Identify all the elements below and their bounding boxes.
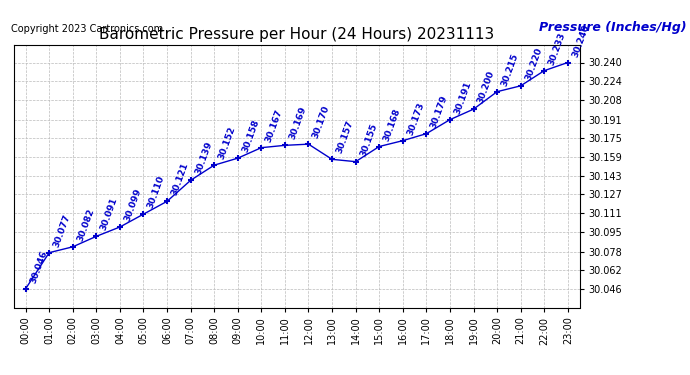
Text: 30.091: 30.091 [99, 196, 119, 232]
Text: 30.200: 30.200 [476, 70, 497, 105]
Text: 30.191: 30.191 [453, 80, 473, 116]
Text: 30.139: 30.139 [193, 141, 214, 176]
Text: 30.152: 30.152 [217, 126, 237, 161]
Text: 30.158: 30.158 [241, 118, 261, 154]
Text: 30.167: 30.167 [264, 108, 284, 144]
Text: 30.077: 30.077 [52, 213, 72, 249]
Text: 30.215: 30.215 [500, 52, 520, 87]
Text: 30.170: 30.170 [311, 105, 331, 140]
Title: Barometric Pressure per Hour (24 Hours) 20231113: Barometric Pressure per Hour (24 Hours) … [99, 27, 494, 42]
Text: Copyright 2023 Cartronics.com: Copyright 2023 Cartronics.com [11, 24, 163, 34]
Text: 30.099: 30.099 [123, 187, 143, 223]
Text: 30.046: 30.046 [28, 249, 48, 285]
Text: 30.121: 30.121 [170, 162, 190, 197]
Text: 30.168: 30.168 [382, 107, 402, 142]
Text: 30.155: 30.155 [358, 122, 379, 158]
Text: 30.169: 30.169 [288, 105, 308, 141]
Text: Pressure (Inches/Hg): Pressure (Inches/Hg) [539, 21, 687, 34]
Text: 30.233: 30.233 [547, 31, 567, 66]
Text: 30.240: 30.240 [571, 23, 591, 58]
Text: 30.179: 30.179 [429, 94, 449, 129]
Text: 30.110: 30.110 [146, 175, 166, 210]
Text: 30.157: 30.157 [335, 120, 355, 155]
Text: 30.220: 30.220 [524, 46, 544, 82]
Text: 30.173: 30.173 [406, 101, 426, 136]
Text: 30.082: 30.082 [75, 207, 96, 243]
